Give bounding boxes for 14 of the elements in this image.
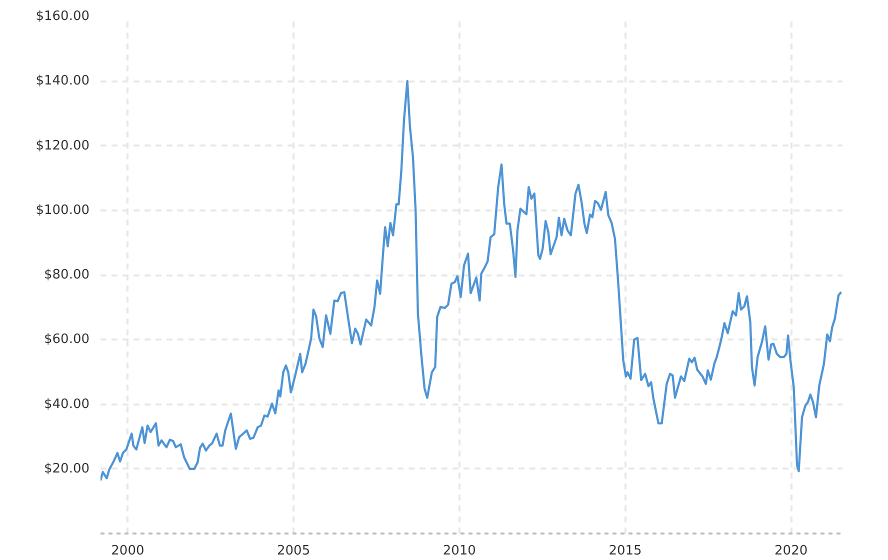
y-tick-label: $100.00	[36, 202, 90, 218]
y-tick-label: $80.00	[44, 268, 90, 282]
y-tick-label: $20.00	[44, 461, 90, 476]
x-tick-label: 2000	[111, 544, 144, 558]
x-tick-label: 2020	[774, 544, 808, 558]
y-tick-label: $160.00	[36, 9, 90, 24]
x-tick-label: 2005	[277, 544, 310, 558]
x-tick-label: 2010	[442, 544, 476, 558]
line-series	[100, 80, 842, 482]
y-tick-label: $40.00	[44, 396, 90, 412]
y-tick-label: $120.00	[36, 138, 90, 154]
x-tick-label: 2015	[608, 544, 642, 558]
y-tick-label: $140.00	[36, 74, 90, 89]
y-tick-label: $60.00	[44, 332, 90, 348]
